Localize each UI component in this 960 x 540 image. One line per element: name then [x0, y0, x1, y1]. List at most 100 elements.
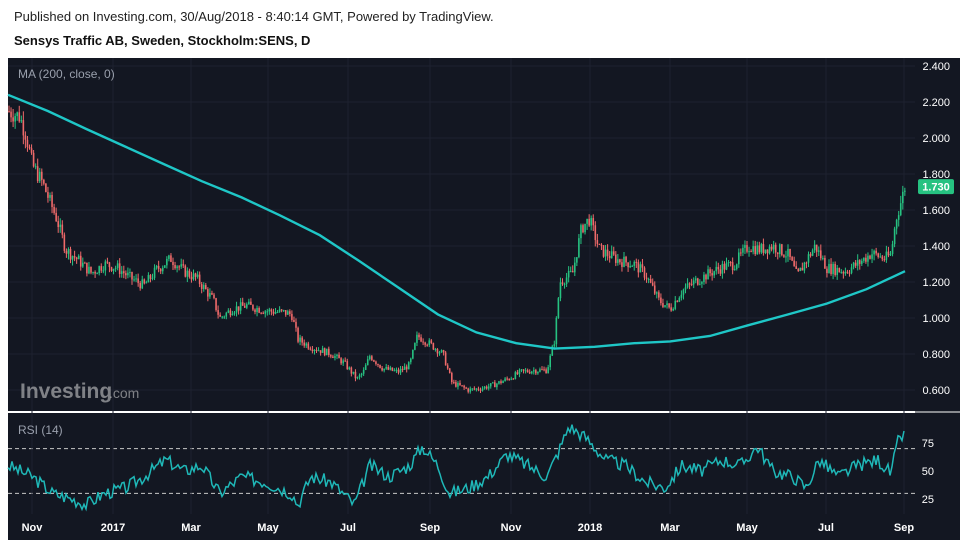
- candle-body: [391, 367, 394, 371]
- candle-body: [71, 256, 74, 260]
- candle-body: [469, 388, 472, 392]
- candle-body: [619, 259, 621, 263]
- candle-body: [571, 270, 574, 273]
- candle-body: [311, 349, 314, 352]
- candle-body: [774, 244, 777, 253]
- candle-body: [643, 267, 646, 278]
- candle-body: [610, 251, 613, 259]
- candle-body: [75, 257, 78, 260]
- candle-body: [635, 261, 638, 263]
- candle-body: [664, 305, 666, 307]
- candle-body: [379, 364, 381, 368]
- grid: [8, 58, 915, 514]
- date-tick-label: Jul: [340, 522, 356, 534]
- candle-body: [606, 249, 609, 256]
- candle-body: [434, 348, 437, 350]
- candle-body: [151, 277, 154, 279]
- candle-body: [483, 386, 486, 389]
- candle-body: [524, 370, 527, 372]
- candle-body: [84, 262, 86, 264]
- candle-body: [258, 307, 260, 313]
- rsi-tick-label: 50: [922, 466, 934, 478]
- candle-body: [231, 313, 234, 316]
- candle-body: [182, 264, 185, 266]
- candle-body: [797, 268, 800, 271]
- candle-body: [373, 360, 375, 362]
- candle-body: [190, 276, 193, 280]
- candle-body: [836, 267, 838, 275]
- candle-body: [346, 361, 349, 369]
- candle-body: [387, 367, 390, 370]
- candle-body: [842, 271, 845, 274]
- candle-body: [580, 225, 582, 239]
- candle-body: [735, 264, 738, 269]
- candle-body: [180, 264, 182, 267]
- candle-body: [721, 263, 724, 274]
- candle-body: [471, 388, 474, 390]
- candle-body: [533, 370, 535, 372]
- candle-body: [149, 275, 152, 279]
- date-tick-label: Sep: [894, 522, 914, 534]
- logo-suffix: .com: [109, 385, 139, 401]
- candle-body: [274, 312, 277, 314]
- candle-body: [176, 266, 178, 269]
- candle-body: [213, 294, 215, 299]
- candle-body: [223, 316, 226, 318]
- candle-body: [494, 382, 496, 388]
- candle-body: [547, 367, 549, 374]
- candle-body: [500, 381, 502, 384]
- candle-body: [537, 371, 539, 374]
- candle-body: [375, 361, 377, 365]
- candle-body: [820, 250, 822, 259]
- candle-body: [615, 254, 617, 263]
- candle-body: [114, 267, 117, 269]
- candle-body: [873, 250, 875, 255]
- last-price-value: 1.730: [922, 182, 950, 194]
- candle-body: [746, 245, 748, 252]
- candle-body: [104, 261, 107, 271]
- candle-body: [787, 248, 789, 257]
- candle-body: [98, 266, 100, 274]
- candle-body: [492, 382, 494, 384]
- candle-body: [12, 117, 14, 122]
- candle-body: [822, 258, 824, 260]
- candle-body: [153, 267, 156, 278]
- candle-body: [112, 268, 115, 271]
- date-tick-label: Nov: [501, 522, 523, 534]
- candle-body: [364, 365, 367, 370]
- candle-body: [785, 256, 787, 258]
- candle-body: [303, 342, 305, 346]
- candle-body: [444, 352, 447, 366]
- candle-body: [127, 272, 129, 276]
- candle-body: [129, 272, 131, 274]
- candle-body: [248, 301, 250, 305]
- candle-body: [133, 279, 135, 281]
- candle-body: [631, 265, 633, 267]
- candle-body: [725, 262, 728, 270]
- candle-body: [621, 262, 623, 267]
- candle-body: [891, 244, 894, 255]
- candle-body: [211, 292, 213, 295]
- date-axis-bg: [8, 514, 960, 540]
- candle-body: [332, 356, 334, 358]
- candle-body: [764, 249, 767, 253]
- candle-body: [588, 218, 590, 226]
- candle-body: [766, 249, 769, 254]
- candle-body: [656, 292, 658, 294]
- candle-body: [436, 348, 439, 354]
- candle-body: [576, 257, 578, 263]
- candle-body: [541, 369, 543, 371]
- candle-body: [592, 218, 595, 226]
- candle-body: [356, 377, 359, 379]
- candle-body: [110, 267, 113, 271]
- candle-body: [440, 350, 443, 353]
- candle-body: [227, 310, 230, 313]
- candle-body: [569, 270, 572, 272]
- candle-body: [276, 311, 279, 313]
- candle-body: [510, 378, 513, 380]
- candle-body: [340, 358, 342, 364]
- candle-body: [432, 343, 435, 350]
- candle-body: [506, 378, 508, 380]
- candle-body: [598, 243, 601, 245]
